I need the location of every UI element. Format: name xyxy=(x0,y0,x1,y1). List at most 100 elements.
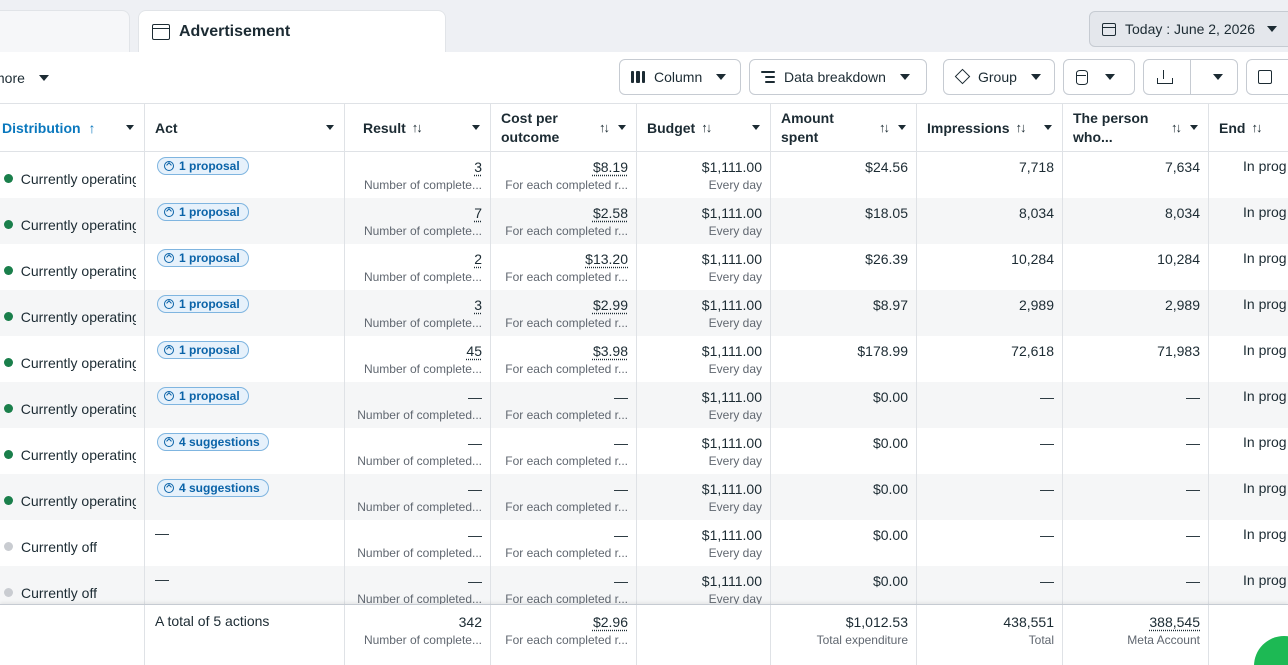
chevron-down-icon[interactable] xyxy=(126,125,134,130)
budget-cell[interactable]: $1,111.00 Every day xyxy=(637,152,771,198)
tab-previous[interactable] xyxy=(0,10,130,52)
col-cost-per-outcome[interactable]: Cost per outcome ↑↓ xyxy=(491,104,637,151)
table-row[interactable]: Currently operating 4 suggestions — Number … xyxy=(0,474,1288,520)
budget-cell[interactable]: $1,111.00 Every day xyxy=(637,290,771,336)
status-cell: Currently operating xyxy=(0,244,145,290)
end-cell: In prog xyxy=(1209,198,1288,244)
chart-view-button[interactable] xyxy=(1246,59,1288,95)
recommendation-badge[interactable]: 1 proposal xyxy=(157,249,249,267)
table-row[interactable]: Currently operating 1 proposal — Number of … xyxy=(0,382,1288,428)
result-value[interactable]: — xyxy=(468,573,482,589)
recommendation-badge[interactable]: 4 suggestions xyxy=(157,479,269,497)
export-button[interactable] xyxy=(1143,59,1238,95)
result-value[interactable]: 3 xyxy=(474,297,482,313)
more-dropdown[interactable]: more xyxy=(0,70,49,86)
sort-icon[interactable]: ↑↓ xyxy=(411,120,423,135)
cost-sub: For each completed r... xyxy=(505,362,628,376)
totals-cost[interactable]: $2.96 xyxy=(592,614,628,630)
table-row[interactable]: Currently off — — Number of completed... — Fo… xyxy=(0,520,1288,566)
budget-sub: Every day xyxy=(708,546,762,560)
sort-icon[interactable]: ↑↓ xyxy=(879,120,890,135)
cost-cell: $2.99 For each completed r... xyxy=(491,290,637,336)
result-value[interactable]: 45 xyxy=(466,343,482,359)
status-cell: Currently operating xyxy=(0,428,145,474)
tab-advertisement[interactable]: Advertisement xyxy=(138,10,446,52)
recommendation-badge[interactable]: 1 proposal xyxy=(157,341,249,359)
result-sub: Number of complete... xyxy=(363,362,482,376)
budget-cell[interactable]: $1,111.00 Every day xyxy=(637,520,771,566)
cost-sub: For each completed r... xyxy=(505,454,628,468)
col-amount-spent[interactable]: Amount spent ↑↓ xyxy=(771,104,917,151)
recommendation-badge[interactable]: 1 proposal xyxy=(157,295,249,313)
table-row[interactable]: Currently operating 1 proposal 45 Number of… xyxy=(0,336,1288,382)
reports-button[interactable] xyxy=(1063,59,1135,95)
recommendation-badge[interactable]: 1 proposal xyxy=(157,387,249,405)
col-end[interactable]: End ↑↓ xyxy=(1209,104,1288,151)
chevron-down-icon[interactable] xyxy=(472,125,480,130)
table-row[interactable]: Currently operating 1 proposal 3 Number of … xyxy=(0,290,1288,336)
budget-cell[interactable]: $1,111.00 Every day xyxy=(637,474,771,520)
status-text: Currently operating xyxy=(20,354,136,371)
budget-sub: Every day xyxy=(708,500,762,514)
group-button[interactable]: Group xyxy=(943,59,1055,95)
table-row[interactable]: Currently operating 1 proposal 3 Number of … xyxy=(0,152,1288,198)
reach-cell: 71,983 xyxy=(1063,336,1209,382)
result-value[interactable]: 3 xyxy=(474,159,482,175)
recommendation-badge[interactable]: 1 proposal xyxy=(157,203,249,221)
cost-value[interactable]: $13.20 xyxy=(585,251,628,267)
col-act[interactable]: Act xyxy=(145,104,345,151)
cost-value[interactable]: — xyxy=(614,573,628,589)
result-value[interactable]: — xyxy=(468,389,482,405)
recommendation-badge[interactable]: 1 proposal xyxy=(157,157,249,175)
sort-icon[interactable]: ↑↓ xyxy=(1251,120,1262,135)
cost-value[interactable]: $2.58 xyxy=(592,205,628,221)
column-button[interactable]: Column xyxy=(619,59,741,95)
cost-value[interactable]: — xyxy=(614,527,628,543)
data-breakdown-button[interactable]: Data breakdown xyxy=(749,59,927,95)
chevron-down-icon[interactable] xyxy=(1190,125,1198,130)
status-cell: Currently operating xyxy=(0,474,145,520)
cost-value[interactable]: — xyxy=(614,435,628,451)
date-range-button[interactable]: Today : June 2, 2026 xyxy=(1089,11,1288,47)
budget-cell[interactable]: $1,111.00 Every day xyxy=(637,198,771,244)
sort-ascending-icon[interactable]: ↑ xyxy=(88,119,96,136)
budget-cell[interactable]: $1,111.00 Every day xyxy=(637,428,771,474)
cost-value[interactable]: — xyxy=(614,389,628,405)
chart-icon xyxy=(1258,70,1272,84)
totals-reach[interactable]: 388,545 xyxy=(1149,614,1200,630)
col-distribution[interactable]: Distribution ↑ xyxy=(0,104,145,151)
result-value[interactable]: — xyxy=(468,435,482,451)
col-reach[interactable]: The person who... ↑↓ xyxy=(1063,104,1209,151)
sort-icon[interactable]: ↑↓ xyxy=(1015,120,1026,135)
reach-value: 2,989 xyxy=(1164,297,1200,313)
cost-value[interactable]: — xyxy=(614,481,628,497)
chevron-down-icon[interactable] xyxy=(1044,125,1052,130)
sort-icon[interactable]: ↑↓ xyxy=(599,120,610,135)
recommendation-badge[interactable]: 4 suggestions xyxy=(157,433,269,451)
chevron-down-icon[interactable] xyxy=(618,125,626,130)
budget-cell[interactable]: $1,111.00 Every day xyxy=(637,382,771,428)
result-value[interactable]: 7 xyxy=(474,205,482,221)
result-value[interactable]: 2 xyxy=(474,251,482,267)
result-value[interactable]: — xyxy=(468,481,482,497)
cost-value[interactable]: $3.98 xyxy=(592,343,628,359)
budget-cell[interactable]: $1,111.00 Every day xyxy=(637,244,771,290)
cost-value[interactable]: $8.19 xyxy=(592,159,628,175)
sort-icon[interactable]: ↑↓ xyxy=(701,120,712,135)
budget-cell[interactable]: $1,111.00 Every day xyxy=(637,336,771,382)
col-budget[interactable]: Budget ↑↓ xyxy=(637,104,771,151)
chevron-down-icon[interactable] xyxy=(898,125,906,130)
result-value[interactable]: — xyxy=(468,527,482,543)
chevron-down-icon[interactable] xyxy=(326,125,334,130)
cost-sub: For each completed r... xyxy=(505,316,628,330)
table-row[interactable]: Currently operating 1 proposal 2 Number of … xyxy=(0,244,1288,290)
chevron-down-icon[interactable] xyxy=(752,125,760,130)
budget-cell[interactable]: $1,111.00 Every day xyxy=(637,566,771,612)
table-row[interactable]: Currently operating 1 proposal 7 Number of … xyxy=(0,198,1288,244)
sort-icon[interactable]: ↑↓ xyxy=(1171,120,1182,135)
table-row[interactable]: Currently operating 4 suggestions — Number … xyxy=(0,428,1288,474)
col-impressions[interactable]: Impressions ↑↓ xyxy=(917,104,1063,151)
table-totals-row: A total of 5 actions 342 Number of compl… xyxy=(0,604,1288,665)
cost-value[interactable]: $2.99 xyxy=(592,297,628,313)
col-result[interactable]: Result ↑↓ xyxy=(345,104,491,151)
